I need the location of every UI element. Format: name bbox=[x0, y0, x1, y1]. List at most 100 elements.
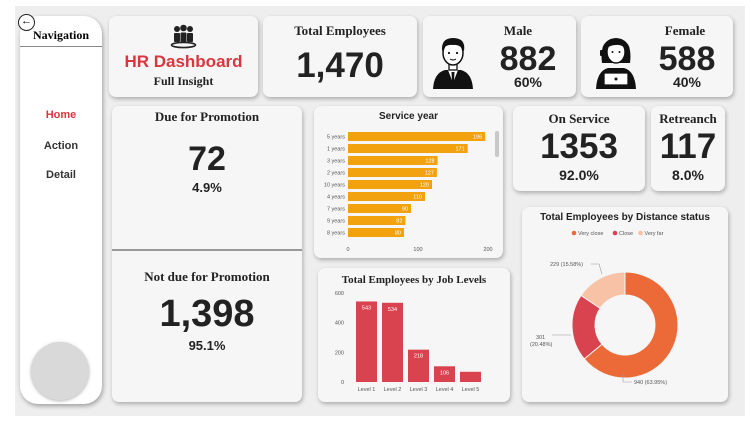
total-employees-card: Total Employees 1,470 bbox=[263, 16, 417, 97]
job-levels-y-tick: 0 bbox=[341, 380, 344, 386]
due-promotion-label: Due for Promotion bbox=[154, 109, 260, 124]
total-employees-label: Total Employees bbox=[294, 23, 386, 38]
job-levels-card: Total Employees by Job Levels 0 200 400 600… bbox=[318, 268, 510, 402]
header-card: HR Dashboard Full Insight bbox=[109, 16, 258, 97]
not-due-promotion-percent: 95.1% bbox=[188, 338, 226, 353]
distance-legend-label: Close bbox=[619, 231, 633, 237]
on-service-card: On Service 1353 92.0% bbox=[513, 106, 645, 191]
service-year-card: Service year 5 years 196 1 years 171 3 years… bbox=[314, 106, 503, 258]
job-levels-x-tick: Level 1 bbox=[358, 387, 376, 393]
service-year-scrollbar[interactable] bbox=[495, 131, 499, 157]
on-service-value: 1353 bbox=[540, 127, 618, 166]
nav-item-detail[interactable]: Detail bbox=[46, 169, 76, 181]
male-card: Male 882 60% bbox=[423, 16, 576, 97]
job-levels-bar-label: 218 bbox=[414, 354, 423, 360]
promotion-divider bbox=[112, 249, 302, 251]
service-year-title: Service year bbox=[379, 111, 438, 122]
team-icon bbox=[170, 24, 197, 49]
service-year-category-label: 7 years bbox=[327, 207, 345, 213]
service-year-bar bbox=[348, 192, 425, 201]
retrench-label: Retreanch bbox=[659, 111, 717, 126]
dashboard-title: HR Dashboard bbox=[124, 52, 243, 71]
distance-data-label: 940 (63.95%) bbox=[634, 380, 667, 386]
job-levels-y-tick: 400 bbox=[335, 321, 344, 327]
job-levels-bar-label: 106 bbox=[440, 370, 449, 376]
job-levels-bar bbox=[382, 302, 403, 382]
job-levels-bar-label: 543 bbox=[362, 305, 371, 311]
service-year-category-label: 8 years bbox=[327, 231, 345, 237]
total-employees-value: 1,470 bbox=[296, 46, 384, 85]
service-year-category-label: 2 years bbox=[327, 171, 345, 177]
service-year-category-label: 3 years bbox=[327, 159, 345, 165]
female-card: Female 588 40% bbox=[581, 16, 733, 97]
job-levels-x-tick: Level 5 bbox=[462, 387, 480, 393]
job-levels-y-tick: 600 bbox=[335, 291, 344, 297]
male-percent: 60% bbox=[513, 74, 543, 90]
not-due-promotion-value: 1,398 bbox=[159, 293, 255, 335]
on-service-label: On Service bbox=[548, 111, 610, 126]
service-year-x-tick: 0 bbox=[346, 247, 349, 253]
service-year-category-label: 10 years bbox=[324, 183, 345, 189]
service-year-category-label: 5 years bbox=[327, 135, 345, 141]
back-arrow-icon[interactable]: ← bbox=[18, 14, 35, 31]
service-year-bar-label: 90 bbox=[402, 207, 408, 213]
nav-item-action[interactable]: Action bbox=[43, 140, 79, 152]
job-levels-bar bbox=[408, 349, 429, 382]
job-levels-bar bbox=[356, 301, 377, 382]
service-year-bar bbox=[348, 156, 438, 165]
job-levels-bar-label: 534 bbox=[388, 307, 397, 313]
nav-circle-button[interactable] bbox=[31, 342, 89, 400]
female-percent: 40% bbox=[672, 74, 702, 90]
job-levels-x-tick: Level 3 bbox=[410, 387, 428, 393]
service-year-bar-label: 171 bbox=[456, 147, 465, 153]
distance-label-leader bbox=[622, 373, 632, 383]
male-value: 882 bbox=[499, 40, 557, 78]
distance-legend-marker bbox=[571, 230, 577, 236]
distance-donut-slice bbox=[580, 271, 626, 309]
job-levels-chart: 0 200 400 600 543 Level 1 534 Level 2 218 Level 3… bbox=[335, 291, 481, 393]
service-year-bar-label: 120 bbox=[420, 183, 429, 189]
job-levels-bar bbox=[460, 371, 481, 382]
female-avatar-icon bbox=[596, 38, 636, 89]
dashboard-subtitle: Full Insight bbox=[153, 74, 214, 88]
male-label: Male bbox=[503, 23, 533, 38]
service-year-bar bbox=[348, 132, 486, 141]
distance-legend-label: Very close bbox=[578, 231, 603, 237]
navigation-title: Navigation bbox=[32, 28, 89, 42]
service-year-bar bbox=[348, 216, 406, 225]
nav-item-home[interactable]: Home bbox=[45, 109, 77, 121]
distance-status-card: Total Employees by Distance status Very … bbox=[522, 207, 728, 402]
service-year-category-label: 4 years bbox=[327, 195, 345, 201]
service-year-bar-label: 127 bbox=[425, 171, 434, 177]
service-year-bar-label: 82 bbox=[396, 219, 402, 225]
job-levels-x-tick: Level 4 bbox=[436, 387, 454, 393]
female-value: 588 bbox=[658, 40, 716, 78]
service-year-category-label: 1 years bbox=[327, 147, 345, 153]
retrench-value: 117 bbox=[659, 127, 717, 166]
service-year-bar bbox=[348, 228, 404, 237]
service-year-x-tick: 100 bbox=[413, 247, 422, 253]
service-year-category-label: 9 years bbox=[327, 219, 345, 225]
job-levels-bar bbox=[434, 366, 455, 382]
service-year-chart: 5 years 196 1 years 171 3 years 128 2 years 127… bbox=[324, 132, 493, 253]
distance-legend-marker bbox=[612, 230, 618, 236]
service-year-bar-label: 128 bbox=[425, 159, 434, 165]
distance-label-leader bbox=[591, 263, 603, 275]
service-year-bar bbox=[348, 144, 468, 153]
distance-status-chart: Very close Close Very far 940 (63.95%) 301 (2… bbox=[530, 230, 679, 386]
not-due-promotion-label: Not due for Promotion bbox=[144, 269, 270, 284]
distance-data-label: 301 (20.48%) bbox=[530, 335, 552, 348]
distance-legend-marker bbox=[638, 230, 643, 236]
retrench-percent: 8.0% bbox=[672, 167, 704, 183]
distance-legend-label: Very far bbox=[645, 231, 664, 237]
female-label: Female bbox=[664, 23, 706, 38]
navigation-divider bbox=[20, 46, 102, 47]
service-year-bar-label: 196 bbox=[473, 135, 482, 141]
service-year-bar-label: 110 bbox=[413, 195, 422, 201]
service-year-bar bbox=[348, 180, 432, 189]
due-promotion-percent: 4.9% bbox=[192, 180, 222, 195]
job-levels-y-tick: 200 bbox=[335, 350, 344, 356]
job-levels-title: Total Employees by Job Levels bbox=[341, 274, 487, 286]
retrench-card: Retreanch 117 8.0% bbox=[651, 106, 725, 191]
due-promotion-value: 72 bbox=[188, 140, 226, 178]
